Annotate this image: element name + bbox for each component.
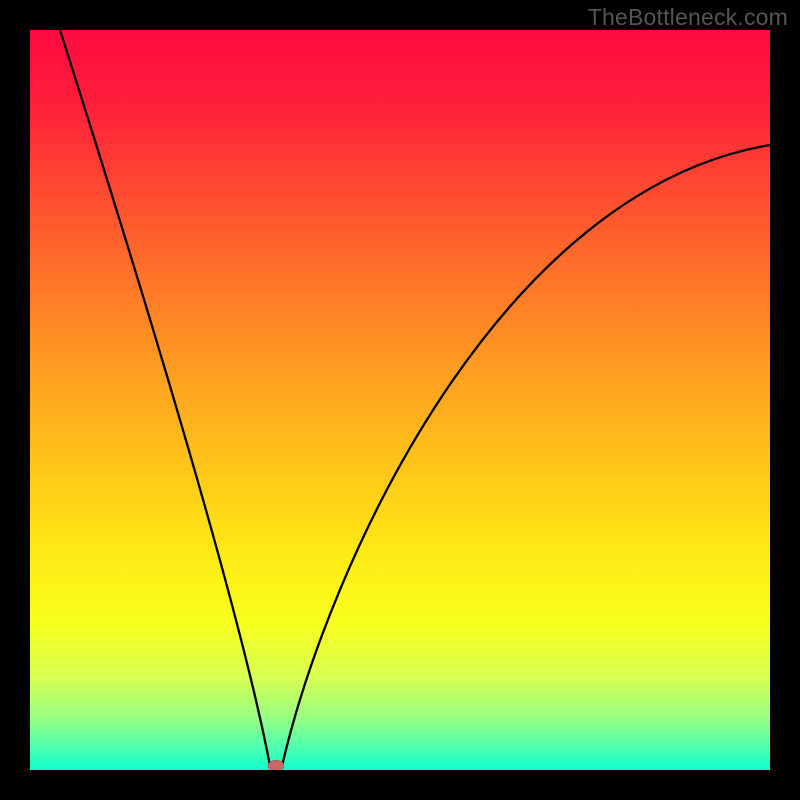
watermark-text: TheBottleneck.com [588, 4, 788, 31]
plot-area [30, 30, 770, 770]
frame-border-bottom [0, 769, 800, 800]
minimum-marker [268, 760, 284, 770]
gradient-background [30, 30, 770, 770]
frame-border-left [0, 0, 30, 800]
frame-border-right [769, 0, 800, 800]
plot-svg [30, 30, 770, 770]
